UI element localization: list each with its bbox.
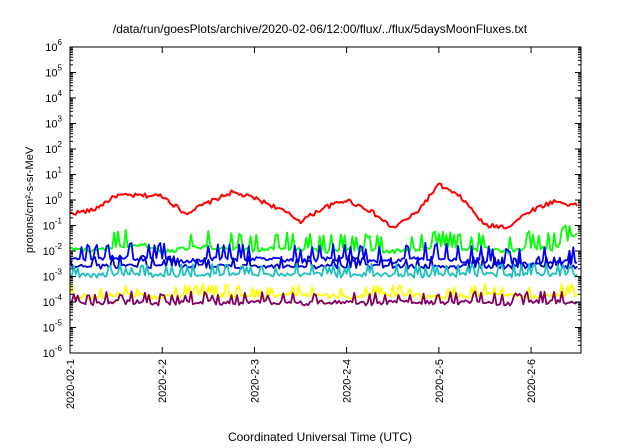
x-tick-label: 2020-02-1 [65, 359, 77, 409]
y-tick-label: 100 [45, 191, 62, 207]
x-tick-label: 2020-2-6 [526, 359, 538, 403]
y-tick-label: 105 [45, 64, 62, 80]
y-tick-label: 101 [45, 166, 62, 182]
series-line-1 [70, 224, 578, 255]
series-line-6 [70, 290, 578, 307]
x-axis-label: Coordinated Universal Time (UTC) [227, 430, 413, 444]
y-tick-label: 10-4 [43, 293, 63, 309]
x-tick-label: 2020-2-3 [249, 359, 261, 403]
series-line-2 [70, 242, 578, 267]
y-tick-label: 106 [45, 38, 62, 54]
series-layer [70, 182, 578, 307]
x-tick-label: 2020-2-5 [434, 359, 446, 403]
series-line-0 [70, 182, 578, 230]
y-tick-label: 10-3 [43, 268, 63, 284]
tick-layer: 10-6 10-5 10-4 10-3 10-2 10-1 100 101 102 103 104 1… [43, 38, 581, 409]
y-tick-label: 10-2 [43, 242, 63, 258]
y-axis-label: protons/cm²-s-sr-MeV [24, 146, 36, 253]
chart-title: /data/run/goesPlots/archive/2020-02-06/1… [112, 22, 528, 36]
x-tick-label: 2020-2-4 [342, 359, 354, 403]
series-line-3 [70, 254, 578, 270]
y-tick-label: 10-1 [43, 217, 63, 233]
y-tick-label: 103 [45, 115, 62, 131]
series-line-5 [70, 282, 578, 301]
x-tick-label: 2020-2-2 [157, 359, 169, 403]
y-tick-label: 104 [45, 89, 62, 105]
y-tick-label: 102 [45, 140, 62, 156]
series-line-4 [70, 263, 578, 279]
y-tick-label: 10-6 [43, 344, 63, 360]
y-tick-label: 10-5 [43, 319, 63, 335]
plot-frame [69, 46, 582, 354]
